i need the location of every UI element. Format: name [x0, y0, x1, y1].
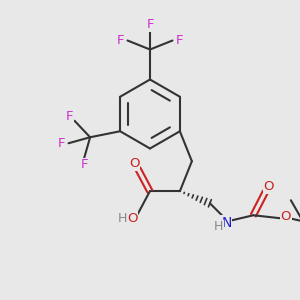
Text: H: H [214, 220, 224, 233]
Text: O: O [280, 210, 291, 223]
Text: F: F [80, 158, 88, 171]
Text: O: O [264, 180, 274, 193]
Text: F: F [146, 18, 154, 31]
Text: F: F [117, 34, 125, 47]
Text: O: O [129, 157, 140, 170]
Text: F: F [58, 137, 66, 150]
Text: N: N [221, 216, 232, 230]
Text: F: F [175, 34, 183, 47]
Text: F: F [65, 110, 73, 123]
Text: H: H [118, 212, 128, 225]
Text: O: O [127, 212, 138, 225]
